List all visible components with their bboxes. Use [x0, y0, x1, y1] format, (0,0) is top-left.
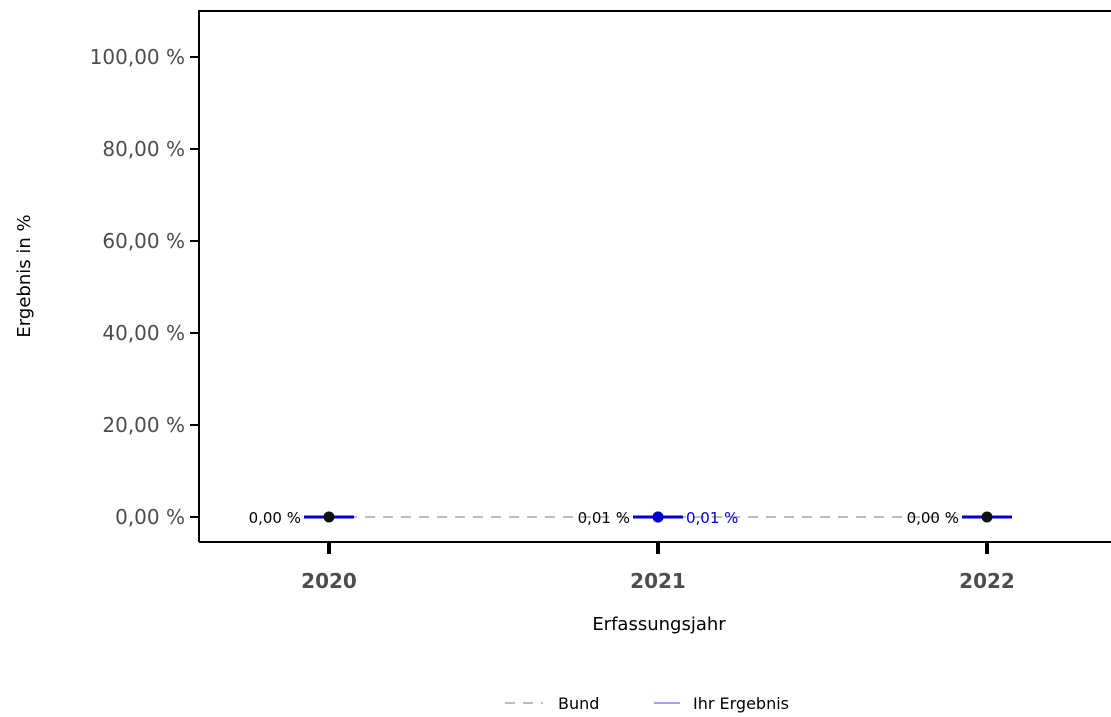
bund-value-label: 0,00 %	[249, 509, 301, 527]
bund-point	[323, 511, 335, 523]
y-axis-title: Ergebnis in %	[14, 214, 35, 337]
y-tick-label: 100,00 %	[90, 45, 185, 69]
y-tick-label: 40,00 %	[102, 321, 185, 345]
bund-point	[981, 511, 993, 523]
legend: Bund Ihr Ergebnis	[505, 694, 789, 713]
series-layer: 0,00 % 0,01 % 0,00 % 0,01 %	[249, 509, 1012, 527]
legend-label-bund: Bund	[558, 694, 599, 713]
x-tick-label: 2022	[959, 569, 1015, 593]
bund-value-label: 0,01 %	[578, 509, 630, 527]
bund-value-label: 0,00 %	[907, 509, 959, 527]
y-axis-ticks: 0,00 % 20,00 % 40,00 % 60,00 % 80,00 % 100,00…	[90, 45, 199, 529]
ihr-ergebnis-point	[652, 511, 664, 523]
x-tick-label: 2021	[630, 569, 686, 593]
x-axis-ticks: 2020 2021 2022	[301, 542, 1015, 593]
y-tick-label: 20,00 %	[102, 413, 185, 437]
y-tick-label: 80,00 %	[102, 137, 185, 161]
ihr-ergebnis-value-label: 0,01 %	[686, 509, 738, 527]
y-tick-label: 60,00 %	[102, 229, 185, 253]
y-tick-label: 0,00 %	[115, 505, 185, 529]
x-tick-label: 2020	[301, 569, 357, 593]
legend-label-ihr-ergebnis: Ihr Ergebnis	[693, 694, 789, 713]
x-axis-title: Erfassungsjahr	[592, 614, 726, 635]
